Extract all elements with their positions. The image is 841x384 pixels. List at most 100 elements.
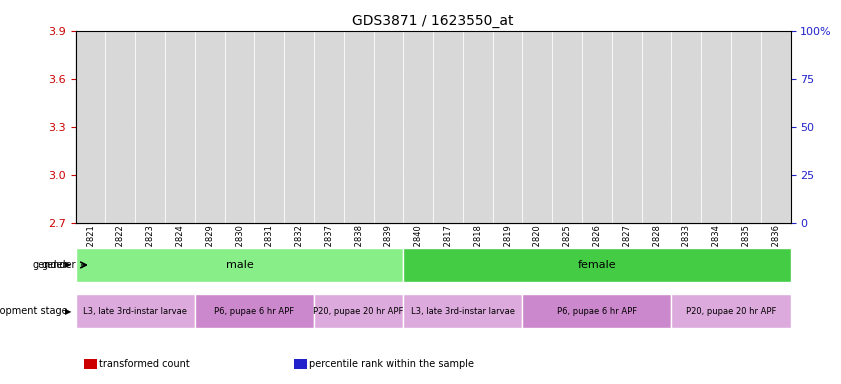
Bar xyxy=(677,201,696,206)
Bar xyxy=(410,201,427,206)
Bar xyxy=(201,199,219,205)
Bar xyxy=(82,175,99,223)
Bar xyxy=(493,31,522,223)
Bar xyxy=(135,31,165,223)
Text: P6, pupae 6 hr APF: P6, pupae 6 hr APF xyxy=(557,306,637,316)
Bar xyxy=(469,82,487,223)
Text: ▶: ▶ xyxy=(65,260,71,270)
Text: L3, late 3rd-instar larvae: L3, late 3rd-instar larvae xyxy=(83,306,188,316)
Bar xyxy=(171,199,189,205)
Text: gender: gender xyxy=(33,260,67,270)
Bar xyxy=(76,31,105,223)
Bar xyxy=(671,294,791,328)
Bar xyxy=(350,119,368,223)
FancyBboxPatch shape xyxy=(135,31,165,223)
Bar xyxy=(522,294,671,328)
FancyBboxPatch shape xyxy=(553,31,582,223)
FancyBboxPatch shape xyxy=(671,31,701,223)
Bar xyxy=(439,87,457,223)
Bar xyxy=(76,248,404,282)
Bar xyxy=(290,136,308,223)
FancyBboxPatch shape xyxy=(195,31,225,223)
Bar xyxy=(105,31,135,223)
Bar xyxy=(558,103,576,223)
Bar xyxy=(314,31,344,223)
Bar xyxy=(225,31,254,223)
FancyBboxPatch shape xyxy=(522,31,553,223)
Bar xyxy=(165,31,195,223)
Bar xyxy=(767,122,785,223)
Bar xyxy=(522,31,553,223)
Bar xyxy=(642,31,671,223)
Text: female: female xyxy=(578,260,616,270)
Bar xyxy=(111,197,130,203)
Bar xyxy=(379,31,397,223)
FancyBboxPatch shape xyxy=(642,31,671,223)
FancyBboxPatch shape xyxy=(284,31,314,223)
Bar xyxy=(433,31,463,223)
Bar xyxy=(320,172,338,177)
FancyBboxPatch shape xyxy=(582,31,612,223)
Bar xyxy=(677,87,696,223)
Bar xyxy=(588,124,606,223)
Bar xyxy=(648,201,665,206)
Bar xyxy=(499,172,516,177)
Bar xyxy=(737,201,755,206)
Bar xyxy=(404,31,433,223)
FancyBboxPatch shape xyxy=(731,31,761,223)
Text: ▶: ▶ xyxy=(65,306,71,316)
FancyBboxPatch shape xyxy=(373,31,404,223)
FancyBboxPatch shape xyxy=(701,31,731,223)
Bar xyxy=(558,201,576,206)
Bar xyxy=(320,87,338,223)
FancyBboxPatch shape xyxy=(165,31,195,223)
Bar xyxy=(761,31,791,223)
FancyBboxPatch shape xyxy=(761,31,791,223)
FancyBboxPatch shape xyxy=(463,31,493,223)
Bar xyxy=(648,84,665,223)
FancyBboxPatch shape xyxy=(344,31,373,223)
Bar xyxy=(612,31,642,223)
Text: male: male xyxy=(225,260,253,270)
Bar xyxy=(290,201,308,206)
FancyBboxPatch shape xyxy=(612,31,642,223)
Bar xyxy=(701,31,731,223)
Bar xyxy=(618,201,636,206)
Text: P20, pupae 20 hr APF: P20, pupae 20 hr APF xyxy=(685,306,776,316)
Bar xyxy=(261,133,278,223)
Text: P6, pupae 6 hr APF: P6, pupae 6 hr APF xyxy=(214,306,294,316)
Bar xyxy=(582,31,612,223)
Bar xyxy=(254,31,284,223)
Bar xyxy=(141,76,159,223)
Bar xyxy=(111,103,130,223)
Bar xyxy=(284,31,314,223)
Bar xyxy=(171,124,189,223)
FancyBboxPatch shape xyxy=(433,31,463,223)
Text: gender: gender xyxy=(41,260,76,270)
Bar xyxy=(469,201,487,206)
Bar xyxy=(344,31,373,223)
Bar xyxy=(373,31,404,223)
Text: percentile rank within the sample: percentile rank within the sample xyxy=(309,359,474,369)
Bar xyxy=(439,201,457,206)
Bar xyxy=(76,294,195,328)
Bar xyxy=(737,124,755,223)
Bar xyxy=(404,248,791,282)
Bar xyxy=(767,201,785,206)
Bar xyxy=(230,135,248,223)
Bar xyxy=(230,201,248,206)
Bar xyxy=(404,294,522,328)
Bar xyxy=(141,199,159,205)
Bar xyxy=(201,130,219,223)
Bar xyxy=(82,204,99,210)
Bar xyxy=(671,31,701,223)
Text: P20, pupae 20 hr APF: P20, pupae 20 hr APF xyxy=(314,306,404,316)
Bar xyxy=(528,84,547,223)
FancyBboxPatch shape xyxy=(493,31,522,223)
Bar xyxy=(528,201,547,206)
Bar xyxy=(410,119,427,223)
Bar xyxy=(707,132,725,223)
Text: transformed count: transformed count xyxy=(99,359,190,369)
FancyBboxPatch shape xyxy=(225,31,254,223)
Text: development stage: development stage xyxy=(0,306,67,316)
